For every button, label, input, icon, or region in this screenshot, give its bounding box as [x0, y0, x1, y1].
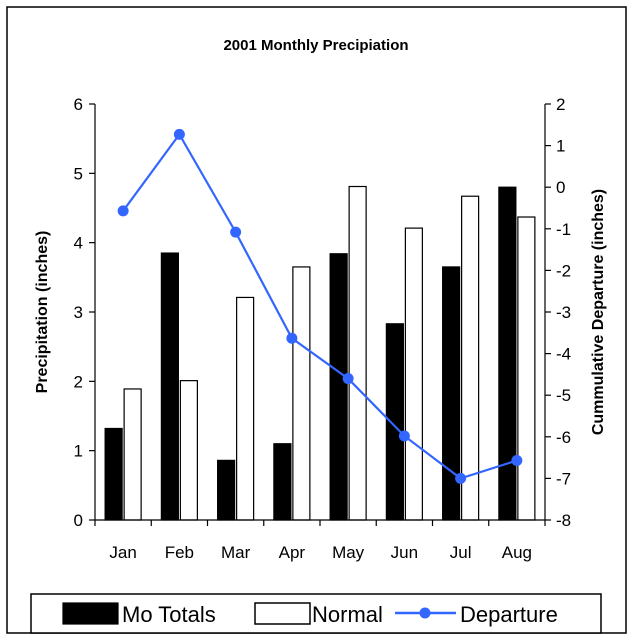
- bars-group: [104, 185, 536, 521]
- bar-mo-totals-may: [329, 253, 348, 521]
- x-tick-label-aug: Aug: [502, 543, 532, 562]
- departure-line-group: [117, 128, 523, 484]
- departure-point-feb: [173, 128, 185, 140]
- x-tick-label-mar: Mar: [221, 543, 251, 562]
- x-tick-label-feb: Feb: [165, 543, 194, 562]
- y2-tick-label--2: -2: [556, 261, 571, 280]
- bar-normal-aug: [517, 216, 536, 521]
- bar-mo-totals-aug: [498, 186, 517, 521]
- y2-tick-label-2: 2: [556, 95, 565, 114]
- y2-tick-label--7: -7: [556, 469, 571, 488]
- bar-normal-jan: [123, 388, 142, 521]
- departure-point-jan: [117, 205, 129, 217]
- bar-mo-totals-jan: [104, 427, 123, 521]
- y2-tick-label--3: -3: [556, 303, 571, 322]
- legend-swatch-normal: [254, 602, 311, 625]
- y2-tick-label--8: -8: [556, 511, 571, 530]
- bar-normal-apr: [292, 266, 311, 521]
- axes-group: 0 1 2 3 4 5 6 -8 -7 -6 -5 -4 -3 -2 -1 0 1 2 Jan Feb Mar Apr Ma…: [74, 95, 572, 562]
- legend-label-normal: Normal: [312, 602, 383, 627]
- y2-tick-label--4: -4: [556, 345, 571, 364]
- y-tick-label-1: 1: [74, 442, 83, 461]
- x-tick-label-jun: Jun: [391, 543, 418, 562]
- departure-point-aug: [511, 455, 523, 467]
- y-tick-label-2: 2: [74, 372, 83, 391]
- bar-normal-may: [348, 185, 367, 521]
- departure-line: [122, 132, 518, 480]
- y2-axis-label: Cummulative Departure (inches): [590, 189, 607, 435]
- chart-title: 2001 Monthly Precipiation: [223, 37, 408, 54]
- legend: Mo Totals Normal Departure: [30, 593, 602, 634]
- departure-point-jun: [398, 430, 410, 442]
- y2-tick-label-0: 0: [556, 178, 565, 197]
- y2-tick-label--5: -5: [556, 386, 571, 405]
- x-tick-label-jul: Jul: [450, 543, 472, 562]
- y-tick-label-6: 6: [74, 95, 83, 114]
- y-tick-label-5: 5: [74, 164, 83, 183]
- y-tick-label-3: 3: [74, 303, 83, 322]
- x-tick-label-may: May: [332, 543, 365, 562]
- bar-normal-feb: [179, 380, 198, 521]
- bar-normal-jul: [461, 195, 480, 521]
- bar-mo-totals-mar: [217, 459, 236, 521]
- x-tick-label-jan: Jan: [109, 543, 136, 562]
- legend-box: [30, 593, 602, 634]
- y-axis-label: Precipitation (inches): [34, 231, 51, 394]
- x-tick-label-apr: Apr: [279, 543, 306, 562]
- y2-tick-label--6: -6: [556, 428, 571, 447]
- bar-mo-totals-feb: [160, 252, 179, 521]
- departure-point-jul: [455, 472, 467, 484]
- y-tick-label-0: 0: [74, 511, 83, 530]
- legend-swatch-mo-totals: [62, 602, 119, 625]
- legend-marker-departure: [419, 607, 431, 619]
- departure-point-apr: [286, 332, 298, 344]
- departure-point-may: [342, 373, 354, 385]
- legend-label-departure: Departure: [460, 602, 558, 627]
- y2-tick-label-1: 1: [556, 137, 565, 156]
- departure-point-mar: [230, 226, 242, 238]
- bar-mo-totals-apr: [273, 443, 292, 521]
- bar-mo-totals-jun: [385, 323, 404, 521]
- legend-label-mo-totals: Mo Totals: [122, 602, 216, 627]
- y-tick-label-4: 4: [74, 234, 83, 253]
- bar-normal-jun: [404, 227, 423, 521]
- y2-tick-label--1: -1: [556, 220, 571, 239]
- bar-normal-mar: [236, 296, 255, 521]
